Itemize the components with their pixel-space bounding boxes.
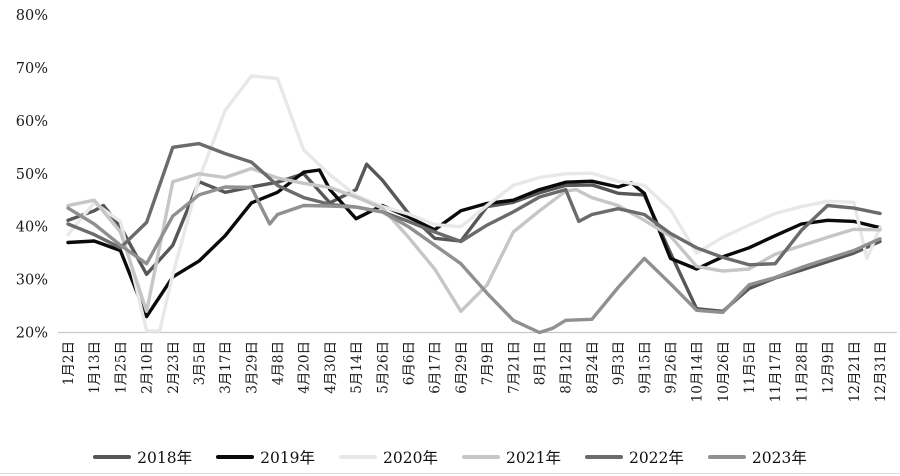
legend-label: 2022年 bbox=[628, 449, 684, 467]
x-tick-label: 8月12日 bbox=[559, 341, 575, 394]
legend-label: 2020年 bbox=[383, 449, 438, 467]
series-line-2021年 bbox=[66, 166, 882, 313]
x-tick-label: 5月14日 bbox=[349, 341, 365, 394]
x-tick-label: 12月31日 bbox=[873, 341, 889, 402]
x-tick-label: 11月5日 bbox=[742, 341, 758, 394]
x-tick-label: 4月20日 bbox=[297, 341, 313, 394]
x-tick-label: 9月3日 bbox=[611, 341, 627, 385]
legend-item-2019年: 2019年 bbox=[216, 446, 315, 468]
series-line-2020年 bbox=[66, 74, 882, 333]
chart-bottom-border bbox=[0, 473, 900, 474]
series-line-2023年 bbox=[66, 185, 882, 335]
legend-swatch bbox=[339, 454, 378, 460]
legend-label: 2021年 bbox=[506, 449, 561, 467]
x-tick-label: 12月9日 bbox=[821, 341, 837, 394]
series-line-2019年 bbox=[66, 168, 882, 319]
x-tick-label: 1月2日 bbox=[61, 341, 77, 385]
legend-item-2021年: 2021年 bbox=[462, 446, 561, 468]
x-tick-label: 9月26日 bbox=[663, 341, 679, 394]
series-line-2022年 bbox=[66, 141, 882, 267]
legend-swatch bbox=[462, 454, 500, 460]
legend-item-2023年: 2023年 bbox=[707, 446, 807, 468]
legend-label: 2023年 bbox=[751, 449, 807, 467]
y-tick-label: 80% bbox=[16, 8, 48, 24]
x-tick-label: 11月17日 bbox=[768, 341, 784, 402]
x-tick-label: 6月17日 bbox=[428, 341, 444, 394]
y-tick-label: 50% bbox=[16, 167, 48, 183]
x-tick-label: 6月6日 bbox=[402, 341, 418, 385]
x-tick-label: 2月10日 bbox=[140, 341, 156, 394]
y-tick-label: 70% bbox=[16, 61, 48, 77]
x-tick-label: 12月21日 bbox=[847, 341, 863, 402]
x-tick-label: 5月26日 bbox=[375, 341, 391, 394]
series-line-2018年 bbox=[66, 162, 882, 313]
x-tick-label: 10月14日 bbox=[690, 341, 706, 402]
x-tick-label: 2月23日 bbox=[166, 341, 182, 394]
legend-label: 2019年 bbox=[260, 449, 316, 467]
x-tick-label: 3月29日 bbox=[244, 341, 260, 394]
chart-legend: 2018年 2019年 2020年 2021年 2022年 2023年 bbox=[0, 444, 900, 470]
legend-swatch bbox=[707, 454, 746, 460]
x-tick-label: 1月25日 bbox=[113, 341, 129, 394]
x-tick-label: 8月24日 bbox=[585, 341, 601, 394]
x-tick-label: 10月26日 bbox=[716, 341, 732, 402]
legend-item-2018年: 2018年 bbox=[93, 446, 192, 468]
x-tick-label: 11月28日 bbox=[794, 341, 810, 402]
x-tick-label: 3月17日 bbox=[218, 341, 234, 394]
x-tick-label: 1月13日 bbox=[87, 341, 103, 394]
x-tick-label: 8月1日 bbox=[532, 341, 548, 385]
x-tick-label: 7月21日 bbox=[506, 341, 522, 394]
legend-swatch bbox=[93, 454, 132, 460]
legend-swatch bbox=[584, 454, 623, 460]
x-tick-label: 7月9日 bbox=[480, 341, 496, 385]
x-tick-label: 6月29日 bbox=[454, 341, 470, 394]
x-tick-label: 4月8日 bbox=[271, 341, 287, 385]
x-tick-label: 4月30日 bbox=[323, 341, 339, 394]
y-tick-label: 60% bbox=[16, 114, 48, 130]
x-tick-label: 9月15日 bbox=[637, 341, 653, 394]
legend-swatch bbox=[216, 454, 255, 460]
legend-label: 2018年 bbox=[137, 449, 193, 467]
y-tick-label: 40% bbox=[16, 220, 48, 236]
y-tick-label: 20% bbox=[16, 326, 48, 342]
y-tick-label: 30% bbox=[16, 273, 48, 289]
legend-item-2022年: 2022年 bbox=[584, 446, 684, 468]
legend-item-2020年: 2020年 bbox=[339, 446, 438, 468]
x-tick-label: 3月5日 bbox=[192, 341, 208, 385]
